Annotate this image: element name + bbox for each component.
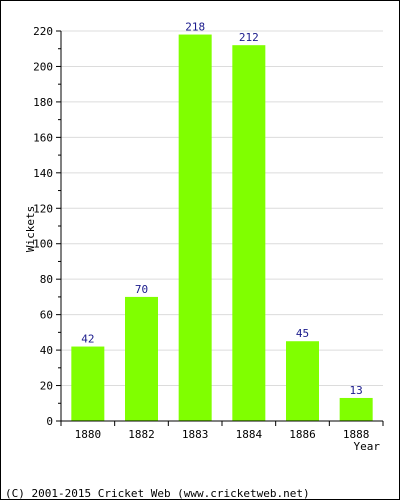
axes — [56, 30, 384, 426]
bar — [125, 296, 158, 421]
y-tick-label: 0 — [46, 415, 53, 428]
data-labels: 42 70 218 212 45 13 — [81, 21, 363, 397]
y-tick-label: 180 — [33, 96, 53, 109]
y-tick-labels: 0 20 40 60 80 100 120 140 160 180 200 220 — [33, 25, 53, 428]
y-tick-label: 60 — [40, 309, 53, 322]
y-tick-label: 140 — [33, 167, 53, 180]
x-tick-label: 1884 — [236, 428, 263, 441]
y-tick-label: 220 — [33, 25, 53, 38]
bar — [232, 45, 266, 421]
data-label: 212 — [239, 31, 259, 44]
data-label: 218 — [185, 21, 205, 34]
y-tick-label: 160 — [33, 131, 53, 144]
x-tick-labels: 1880 1882 1883 1884 1886 1888 — [75, 428, 370, 441]
x-tick-label: 1882 — [128, 428, 155, 441]
bar — [71, 346, 105, 421]
x-axis-title: Year — [354, 440, 381, 453]
copyright-notice: (C) 2001-2015 Cricket Web (www.cricketwe… — [5, 487, 310, 500]
data-label: 13 — [350, 384, 363, 397]
gridlines — [61, 30, 383, 387]
x-tick-label: 1880 — [75, 428, 102, 441]
bar — [286, 341, 319, 421]
y-tick-label: 120 — [33, 202, 53, 215]
x-tick-label: 1888 — [343, 428, 370, 441]
y-tick-label: 200 — [33, 60, 53, 73]
bar — [178, 34, 212, 421]
y-tick-label: 80 — [40, 273, 53, 286]
bar-chart: 42 70 218 212 45 13 0 20 40 60 80 100 120 140 160 180 2… — [24, 21, 384, 453]
y-axis-title: Wickets — [24, 206, 37, 252]
data-label: 70 — [135, 283, 148, 296]
data-label: 45 — [296, 327, 309, 340]
y-tick-label: 40 — [40, 344, 53, 357]
bars — [71, 34, 373, 421]
bar — [339, 397, 373, 421]
y-tick-label: 100 — [33, 238, 53, 251]
data-label: 42 — [81, 333, 94, 346]
y-tick-label: 20 — [40, 380, 53, 393]
x-tick-label: 1883 — [182, 428, 209, 441]
x-tick-label: 1886 — [289, 428, 316, 441]
